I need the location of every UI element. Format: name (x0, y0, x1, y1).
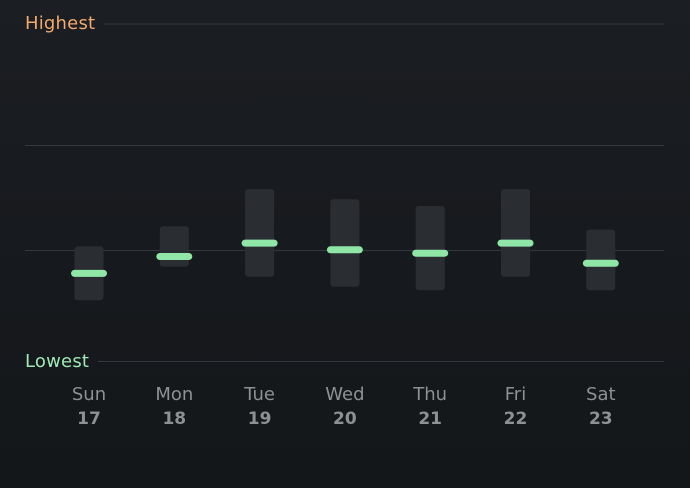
range-bar-tue (245, 189, 275, 277)
day-number: 19 (247, 409, 272, 429)
day-label-sat: Sat 23 (566, 384, 636, 430)
day-number: 21 (418, 409, 443, 429)
highest-label: Highest (25, 13, 96, 34)
day-label-thu: Thu 21 (395, 384, 465, 430)
day-name: Tue (244, 384, 275, 405)
gridlines (25, 23, 664, 362)
value-marker-sat (582, 259, 619, 267)
day-name: Sat (586, 384, 616, 405)
day-number: 23 (588, 409, 613, 429)
value-marker-tue (241, 239, 278, 247)
value-marker-thu (412, 249, 449, 257)
day-name: Sun (71, 384, 107, 405)
value-marker-mon (156, 253, 193, 260)
day-label-sun: Sun 17 (54, 384, 124, 430)
value-marker-wed (326, 246, 363, 254)
day-name: Mon (155, 384, 194, 405)
day-number: 20 (333, 409, 357, 429)
day-name: Thu (413, 384, 448, 405)
day-name: Wed (325, 384, 365, 405)
range-bar-mon (159, 226, 189, 267)
day-number: 22 (503, 409, 528, 429)
value-markers (71, 239, 619, 277)
day-name: Fri (504, 384, 527, 405)
day-label-tue: Tue 19 (225, 384, 295, 430)
day-number: 17 (77, 409, 101, 429)
range-bars (74, 189, 616, 301)
range-bar-thu (415, 206, 445, 291)
day-label-wed: Wed 20 (310, 384, 380, 430)
range-bar-wed (330, 199, 360, 287)
value-marker-sun (71, 269, 107, 277)
day-label-fri: Fri 22 (481, 384, 551, 430)
range-bar-fri (501, 189, 530, 277)
day-number: 18 (162, 409, 187, 429)
lowest-label: Lowest (25, 351, 90, 372)
day-label-mon: Mon 18 (139, 384, 209, 430)
value-marker-fri (497, 239, 534, 247)
